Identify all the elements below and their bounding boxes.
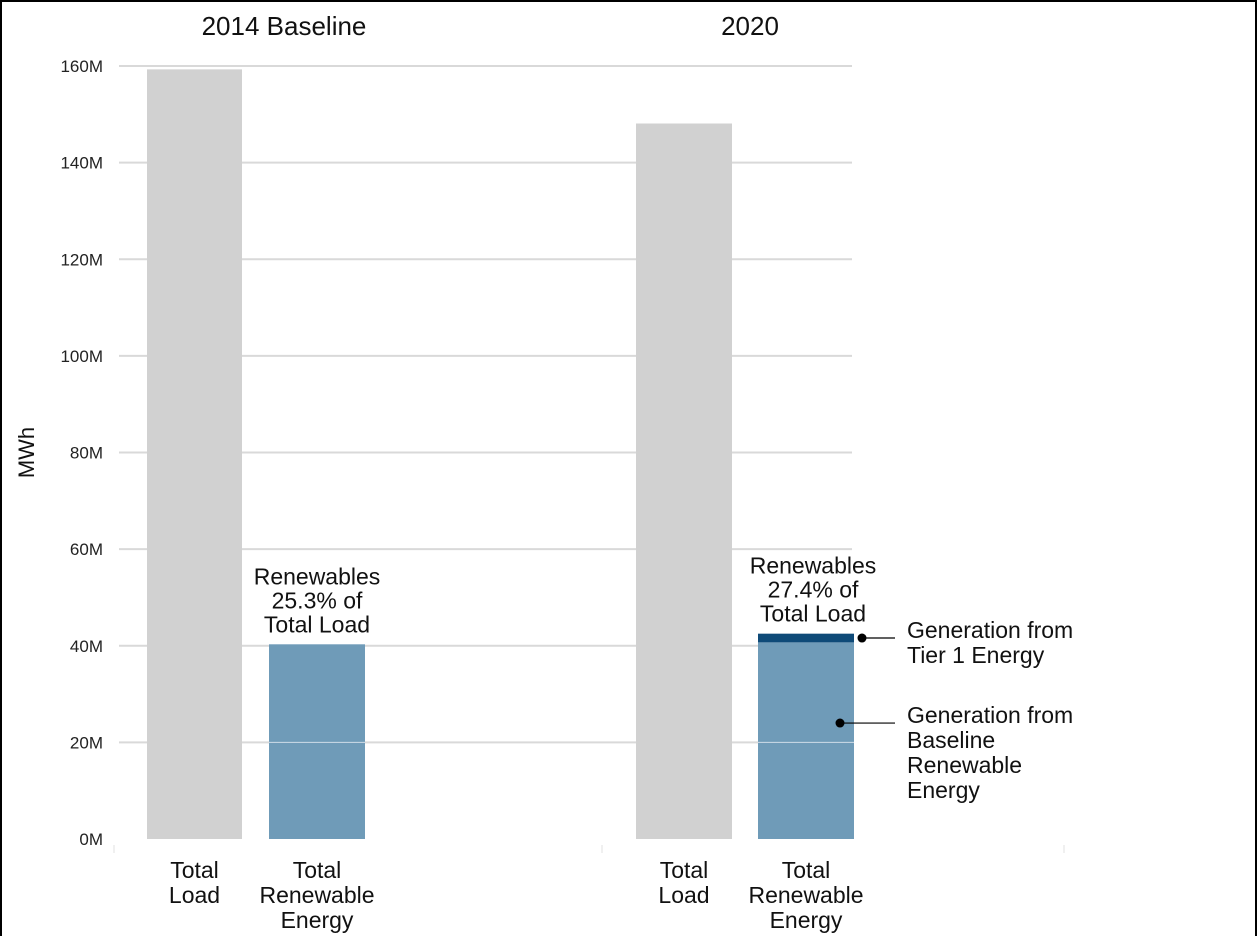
callout-label: Generation from [907,702,1073,728]
panel-title: 2020 [721,11,779,41]
y-tick-label: 100M [60,347,103,366]
callout-label: Energy [907,777,980,803]
callout-label: Baseline [907,727,995,753]
category-label: Total [170,857,219,883]
y-tick-label: 60M [70,540,103,559]
category-label: Energy [281,907,354,933]
renewables-annotation: Renewables [254,563,381,589]
renewables-annotation: 27.4% of [768,577,859,603]
category-label: Total [293,857,342,883]
callout-label: Renewable [907,752,1022,778]
y-tick-label: 120M [60,250,103,269]
y-tick-label: 40M [70,637,103,656]
bar-segment [758,633,854,643]
bar-segment [269,644,365,839]
category-label: Renewable [748,882,863,908]
y-tick-label: 160M [60,57,103,76]
bar-segment [636,123,732,839]
category-label: Total [782,857,831,883]
y-axis-label: MWh [14,427,39,478]
category-label: Energy [770,907,843,933]
category-label: Total [660,857,709,883]
renewables-annotation: Renewables [750,553,877,579]
y-tick-label: 0M [79,830,103,849]
callout-label: Generation from [907,617,1073,643]
callout-label: Tier 1 Energy [907,642,1045,668]
panel-title: 2014 Baseline [202,11,367,41]
y-tick-label: 20M [70,733,103,752]
y-tick-label: 140M [60,154,103,173]
category-label: Load [169,882,220,908]
category-label: Load [658,882,709,908]
category-label: Renewable [259,882,374,908]
bar-segment [147,69,242,839]
renewables-annotation: 25.3% of [272,587,363,613]
renewables-annotation: Total Load [760,601,866,627]
y-tick-label: 80M [70,444,103,463]
bar-segment [758,642,854,839]
renewables-annotation: Total Load [264,611,370,637]
